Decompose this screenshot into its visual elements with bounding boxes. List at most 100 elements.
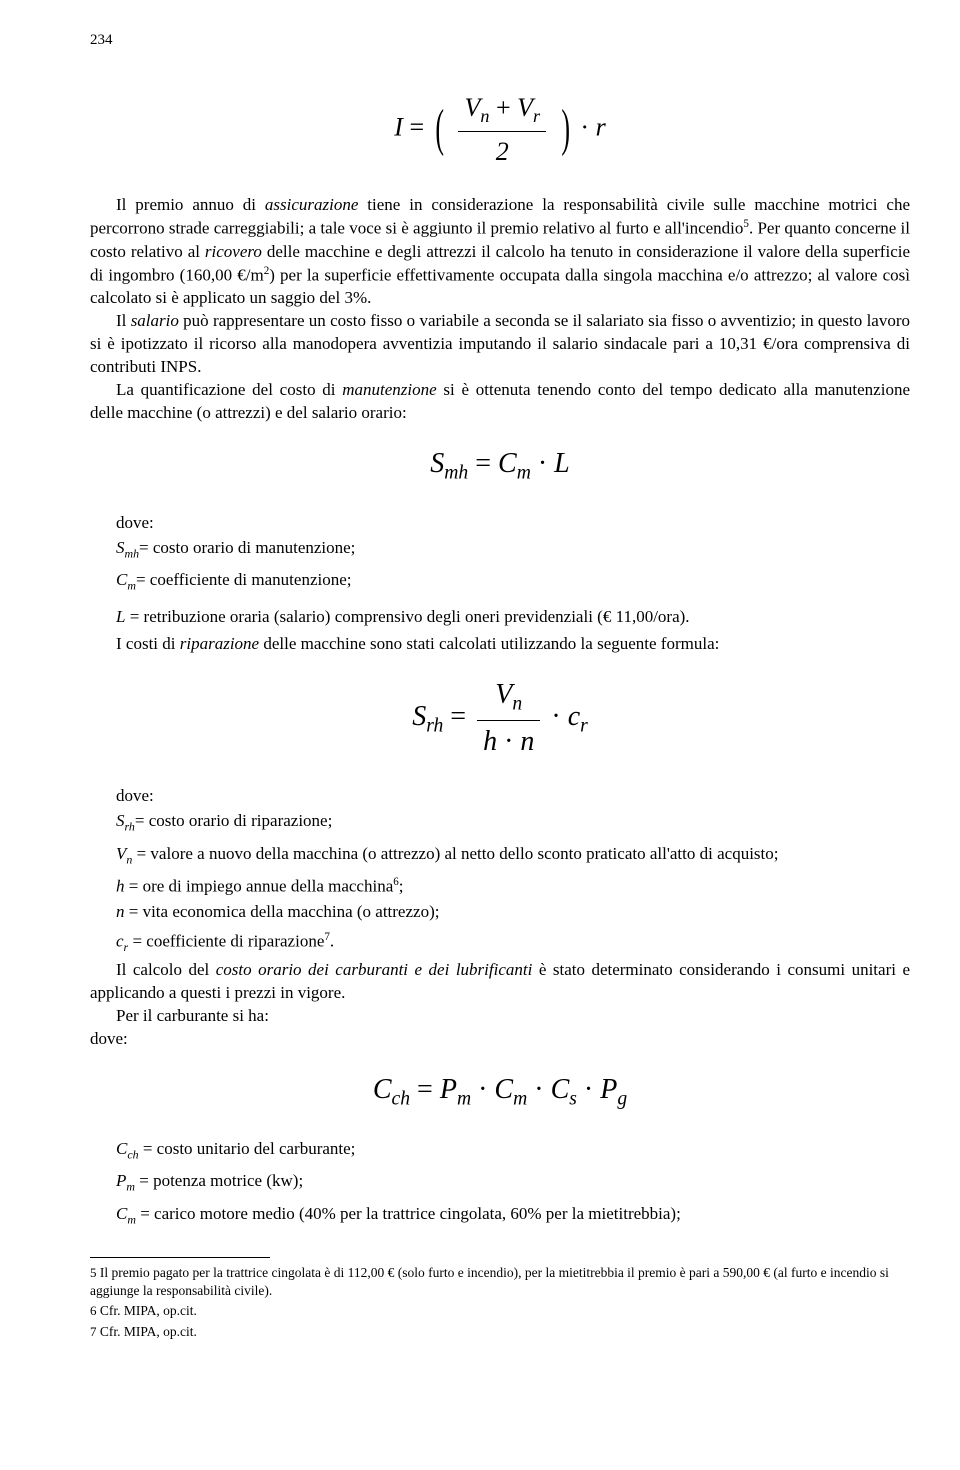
paragraph-3: La quantificazione del costo di manutenz… bbox=[90, 379, 910, 425]
f4-t1-sub: m bbox=[457, 1088, 471, 1109]
def-cm-a: C bbox=[116, 570, 127, 589]
def-cch-a: C bbox=[116, 1139, 127, 1158]
def-cm-b: = coefficiente di manutenzione; bbox=[136, 570, 352, 589]
p4a: I costi di bbox=[116, 634, 180, 653]
def-l: L = retribuzione oraria (salario) compre… bbox=[116, 606, 910, 629]
p5b: costo orario dei carburanti e dei lubrif… bbox=[216, 960, 533, 979]
p4b: riparazione bbox=[180, 634, 259, 653]
def-cr-b: = coefficiente di riparazione bbox=[128, 931, 324, 950]
f1-num-r: V bbox=[517, 93, 533, 122]
def-smh-b: = costo orario di manutenzione; bbox=[139, 538, 355, 557]
paragraph-1: Il premio annuo di assicurazione tiene i… bbox=[90, 194, 910, 310]
formula-carburante: Cch = Pm · Cm · Cs · Pg bbox=[90, 1071, 910, 1113]
f4-lhs-sub: ch bbox=[392, 1088, 411, 1109]
def-cm-sub: m bbox=[127, 579, 136, 593]
def-h-c: ; bbox=[399, 877, 404, 896]
f3-num: V bbox=[495, 679, 512, 710]
def-smh-a: S bbox=[116, 538, 125, 557]
f2-r1-sub: m bbox=[517, 462, 531, 483]
p3a: La quantificazione del costo di bbox=[116, 380, 342, 399]
paragraph-7: dove: bbox=[90, 1028, 910, 1051]
p2c: può rappresentare un costo fisso o varia… bbox=[90, 311, 910, 376]
f1-lhs: I bbox=[394, 113, 403, 142]
footnote-rule bbox=[90, 1257, 270, 1258]
def-cm2-a: C bbox=[116, 1204, 127, 1223]
f3-lhs-sub: rh bbox=[426, 715, 443, 736]
f2-r1: C bbox=[498, 448, 517, 479]
p1a: Il premio annuo di bbox=[116, 195, 265, 214]
footnote-6: 6 Cfr. MIPA, op.cit. bbox=[90, 1302, 910, 1320]
def-cch-b: = costo unitario del carburante; bbox=[139, 1139, 356, 1158]
f4-t3: C bbox=[551, 1074, 570, 1105]
def-cm2-sub: m bbox=[127, 1212, 136, 1226]
f1-num-l: V bbox=[464, 93, 480, 122]
formula-riparazione: Srh = Vn h · n · cr bbox=[90, 676, 910, 761]
dove-2: dove: bbox=[116, 785, 910, 808]
def-h-a: h bbox=[116, 877, 125, 896]
f4-t4-sub: g bbox=[617, 1088, 627, 1109]
def-cch-sub: ch bbox=[127, 1147, 138, 1161]
p5a: Il calcolo del bbox=[116, 960, 216, 979]
fn6-text: Cfr. MIPA, op.cit. bbox=[97, 1303, 197, 1318]
def-cr-a: c bbox=[116, 931, 124, 950]
formula-manutenzione: Smh = Cm · L bbox=[90, 445, 910, 487]
paragraph-2: Il salario può rappresentare un costo fi… bbox=[90, 310, 910, 379]
def-block-3: Cch = costo unitario del carburante; Pm … bbox=[116, 1138, 910, 1227]
p1e: ricovero bbox=[205, 242, 262, 261]
def-srh-b: = costo orario di riparazione; bbox=[135, 811, 332, 830]
def-smh-sub: mh bbox=[125, 546, 140, 560]
f3-num-sub: n bbox=[512, 693, 522, 714]
def-srh: Srh= costo orario di riparazione; bbox=[116, 810, 910, 834]
def-cr: cr = coefficiente di riparazione7. bbox=[116, 930, 910, 955]
def-smh: Smh= costo orario di manutenzione; bbox=[116, 537, 910, 561]
f1-tail: r bbox=[596, 113, 606, 142]
f1-den: 2 bbox=[458, 132, 546, 169]
def-pm-b: = potenza motrice (kw); bbox=[135, 1171, 303, 1190]
f4-t2: C bbox=[494, 1074, 513, 1105]
def-block-1: dove: Smh= costo orario di manutenzione;… bbox=[116, 512, 910, 629]
f4-t3-sub: s bbox=[569, 1088, 577, 1109]
p3b: manutenzione bbox=[342, 380, 436, 399]
def-n-a: n bbox=[116, 902, 125, 921]
p2a: Il bbox=[116, 311, 131, 330]
def-cch: Cch = costo unitario del carburante; bbox=[116, 1138, 910, 1162]
def-pm-a: P bbox=[116, 1171, 126, 1190]
def-h-b: = ore di impiego annue della macchina bbox=[125, 877, 394, 896]
def-n-b: = vita economica della macchina (o attre… bbox=[125, 902, 440, 921]
p2b: salario bbox=[131, 311, 179, 330]
def-pm: Pm = potenza motrice (kw); bbox=[116, 1170, 910, 1194]
def-cm2: Cm = carico motore medio (40% per la tra… bbox=[116, 1203, 910, 1227]
f3-den-l: h bbox=[483, 726, 497, 757]
f2-lhs: S bbox=[430, 448, 444, 479]
f3-tail: c bbox=[568, 700, 580, 731]
fn5-text: Il premio pagato per la trattrice cingol… bbox=[90, 1265, 889, 1298]
f4-t1: P bbox=[440, 1074, 457, 1105]
f3-lhs: S bbox=[412, 700, 426, 731]
def-vn: Vn = valore a nuovo della macchina (o at… bbox=[116, 843, 910, 867]
def-vn-a: V bbox=[116, 844, 126, 863]
p1b: assicurazione bbox=[265, 195, 359, 214]
def-cm: Cm= coefficiente di manutenzione; bbox=[116, 569, 910, 593]
def-block-2: dove: Srh= costo orario di riparazione; … bbox=[116, 785, 910, 954]
def-cm2-b: = carico motore medio (40% per la trattr… bbox=[136, 1204, 681, 1223]
f4-t4: P bbox=[600, 1074, 617, 1105]
f2-lhs-sub: mh bbox=[444, 462, 468, 483]
paragraph-5: Il calcolo del costo orario dei carburan… bbox=[90, 959, 910, 1005]
def-srh-a: S bbox=[116, 811, 125, 830]
f3-den-r: n bbox=[520, 726, 534, 757]
dove-1: dove: bbox=[116, 512, 910, 535]
def-srh-sub: rh bbox=[125, 820, 135, 834]
def-cr-c: . bbox=[330, 931, 334, 950]
def-h: h = ore di impiego annue della macchina6… bbox=[116, 875, 910, 899]
def-n: n = vita economica della macchina (o att… bbox=[116, 901, 910, 924]
formula-insurance: I = ( Vn + Vr 2 ) · r bbox=[90, 90, 910, 169]
footnote-7: 7 Cfr. MIPA, op.cit. bbox=[90, 1323, 910, 1341]
paragraph-6: Per il carburante si ha: bbox=[90, 1005, 910, 1028]
p4c: delle macchine sono stati calcolati util… bbox=[259, 634, 719, 653]
def-vn-b: = valore a nuovo della macchina (o attre… bbox=[132, 844, 778, 863]
page-number: 234 bbox=[90, 30, 910, 50]
f4-t2-sub: m bbox=[513, 1088, 527, 1109]
f3-tail-sub: r bbox=[580, 715, 588, 736]
fn7-text: Cfr. MIPA, op.cit. bbox=[97, 1324, 197, 1339]
f2-r2: L bbox=[554, 448, 570, 479]
